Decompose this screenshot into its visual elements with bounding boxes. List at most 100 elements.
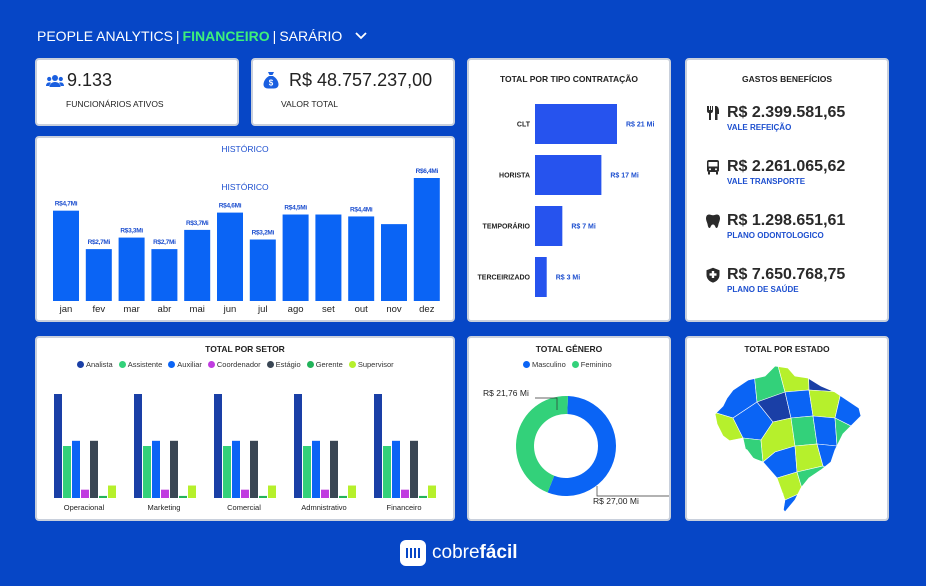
contratacao-bar [535, 257, 547, 297]
historico-bar [118, 237, 145, 301]
setor-bar [90, 440, 98, 498]
historico-title-inner: HISTÓRICO [221, 182, 269, 192]
legend-item[interactable]: Analista [77, 360, 113, 369]
contratacao-category-label: CLT [517, 122, 531, 129]
contratacao-category-label: TERCEIRIZADO [478, 275, 531, 282]
setor-bar [312, 440, 320, 498]
header-title-salario[interactable]: SARÁRIO [279, 28, 343, 44]
dashboard-header: PEOPLE ANALYTICS | FINANCEIRO | SARÁRIO [37, 28, 368, 44]
historico-month-label: jul [257, 304, 268, 315]
setor-bar [81, 489, 89, 498]
historico-bar-label: R$4,4Mi [350, 206, 373, 213]
setor-bar [303, 446, 311, 498]
setor-bar [232, 440, 240, 498]
setor-bar [419, 495, 427, 498]
setor-bar [108, 485, 116, 498]
setor-category-label: Admnistrativo [301, 503, 346, 512]
tooth-icon [706, 214, 720, 228]
setor-bar [214, 394, 222, 498]
setor-title: TOTAL POR SETOR [205, 344, 285, 354]
historico-bar [348, 216, 375, 301]
legend-item[interactable]: Masculino [523, 360, 566, 369]
setor-bar [241, 489, 249, 498]
contratacao-bar [535, 206, 563, 246]
legend-item[interactable]: Assistente [118, 360, 162, 369]
state-region [840, 366, 861, 403]
legend-dot [77, 361, 84, 368]
legend-item[interactable]: Gerente [306, 360, 343, 369]
legend-item[interactable]: Auxiliar [168, 360, 202, 369]
historico-bar-label: R$4,6Mi [219, 203, 242, 210]
contratacao-category-label: HORISTA [499, 173, 530, 180]
total-value: R$ 48.757.237,00 [289, 70, 433, 90]
setor-bar [392, 440, 400, 498]
setor-bar [143, 446, 151, 498]
employees-value: 9.133 [67, 70, 113, 90]
genero-leader-line [535, 397, 558, 410]
setor-bar [383, 446, 391, 498]
brand-name-normal: cobre [432, 542, 480, 563]
setor-chart: Operacional Marketing Comercial Admnistrati… [54, 394, 436, 512]
contratacao-title: TOTAL POR TIPO CONTRATAÇÃO [499, 74, 639, 84]
historico-bar [184, 229, 211, 301]
historico-bar [249, 239, 276, 301]
setor-bar [294, 394, 302, 498]
brand-footer: cobrefácil [400, 540, 518, 566]
brazil-map[interactable] [713, 362, 863, 512]
historico-title-outer: HISTÓRICO [221, 144, 269, 154]
estado-title: TOTAL POR ESTADO [744, 344, 830, 354]
legend-dot [523, 361, 530, 368]
benefit-value: R$ 2.261.065,62 [727, 158, 846, 175]
legend-label: Estágio [275, 360, 301, 369]
svg-text:$: $ [269, 79, 274, 88]
contratacao-value-label: R$ 7 Mi [571, 224, 596, 231]
legend-dot [571, 361, 579, 368]
contratacao-chart: CLT R$ 21 Mi HORISTA R$ 17 Mi TEMPORÁRIO R$ 7… [478, 104, 654, 297]
setor-bar [179, 495, 187, 498]
setor-bar [188, 485, 196, 498]
brand-name: cobrefácil [432, 542, 518, 564]
contratacao-value-label: R$ 17 Mi [610, 173, 638, 180]
legend-label: Feminino [580, 360, 612, 369]
header-separator: | [175, 28, 180, 44]
setor-bar [401, 489, 409, 498]
setor-bar [321, 489, 329, 498]
money-bag-icon: $ [263, 72, 279, 89]
header-title-financeiro[interactable]: FINANCEIRO [182, 28, 270, 44]
header-separator: | [272, 28, 277, 44]
cobrefacil-logo-icon [400, 540, 426, 566]
historico-bar [413, 178, 440, 301]
legend-item[interactable]: Coordenador [207, 360, 261, 369]
benefit-label: PLANO ODONTOLOGICO [727, 231, 824, 240]
historico-month-label: ago [288, 304, 304, 315]
genero-title: TOTAL GÊNERO [535, 344, 603, 354]
employees-card: 9.133 FUNCIONÁRIOS ATIVOS [35, 58, 239, 126]
legend-item[interactable]: Estágio [266, 360, 301, 369]
contratacao-value-label: R$ 3 Mi [556, 275, 581, 282]
legend-dot [207, 361, 215, 368]
utensils-icon [707, 106, 719, 120]
legend-dot [168, 361, 176, 368]
brand-name-bold: fácil [479, 542, 518, 563]
chevron-down-icon[interactable] [354, 31, 368, 41]
historico-month-label: jan [59, 304, 73, 315]
employees-label: FUNCIONÁRIOS ATIVOS [66, 99, 164, 109]
contratacao-card: TOTAL POR TIPO CONTRATAÇÃO CLT R$ 21 Mi HO… [467, 58, 671, 322]
genero-chart: R$ 21,76 Mi R$ 27,00 Mi [483, 388, 669, 506]
benefit-value: R$ 7.650.768,75 [727, 266, 846, 283]
state-region [790, 415, 818, 447]
genero-legend: Masculino Feminino [523, 360, 612, 369]
legend-dot [306, 361, 314, 368]
legend-item[interactable]: Supervisor [348, 360, 394, 369]
benefit-value: R$ 2.399.581,65 [727, 104, 846, 121]
setor-bar [54, 394, 62, 498]
legend-label: Gerente [315, 360, 343, 369]
genero-slice [516, 396, 568, 493]
legend-dot [118, 361, 126, 368]
historico-bar [151, 249, 178, 301]
historico-bar [315, 214, 342, 301]
genero-leader-line [596, 486, 669, 497]
contratacao-category-label: TEMPORÁRIO [483, 222, 531, 231]
setor-bar [99, 495, 107, 498]
legend-item[interactable]: Feminino [571, 360, 612, 369]
